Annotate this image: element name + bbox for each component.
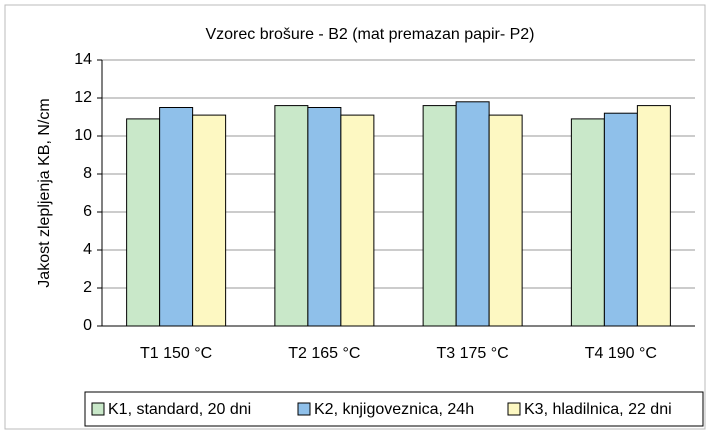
legend-label: K2, knjigoveznica, 24h — [314, 401, 474, 418]
bar — [307, 107, 342, 327]
legend-box — [84, 391, 704, 427]
y-tick-label: 8 — [83, 165, 92, 182]
y-axis-label: Jakost zlepljenja KB, N/cm — [36, 98, 53, 287]
chart-title: Vzorec brošure - B2 (mat premazan papir-… — [205, 26, 534, 43]
y-tick-label: 12 — [74, 89, 92, 106]
legend-swatch — [91, 402, 105, 416]
bar — [159, 107, 194, 327]
y-tick-label: 14 — [74, 51, 92, 68]
bar — [126, 118, 161, 327]
y-tick-label: 6 — [83, 203, 92, 220]
bar — [340, 114, 375, 327]
legend-label: K1, standard, 20 dni — [108, 401, 251, 418]
legend-swatch — [507, 402, 521, 416]
bar — [422, 105, 457, 327]
bar — [636, 105, 671, 327]
legend-label: K3, hladilnica, 22 dni — [524, 401, 672, 418]
y-tick-label: 10 — [74, 127, 92, 144]
x-tick-label: T2 165 °C — [288, 345, 360, 362]
y-tick-label: 4 — [83, 241, 92, 258]
x-tick-label: T3 175 °C — [437, 345, 509, 362]
y-tick-label: 2 — [83, 279, 92, 296]
legend-swatch — [297, 402, 311, 416]
bar — [570, 118, 605, 327]
y-tick-label: 0 — [83, 317, 92, 334]
bar — [274, 105, 309, 327]
x-tick-label: T1 150 °C — [140, 345, 212, 362]
bar — [455, 101, 490, 327]
bar — [192, 114, 227, 327]
bar — [488, 114, 523, 327]
x-tick-label: T4 190 °C — [585, 345, 657, 362]
bar — [603, 112, 638, 327]
